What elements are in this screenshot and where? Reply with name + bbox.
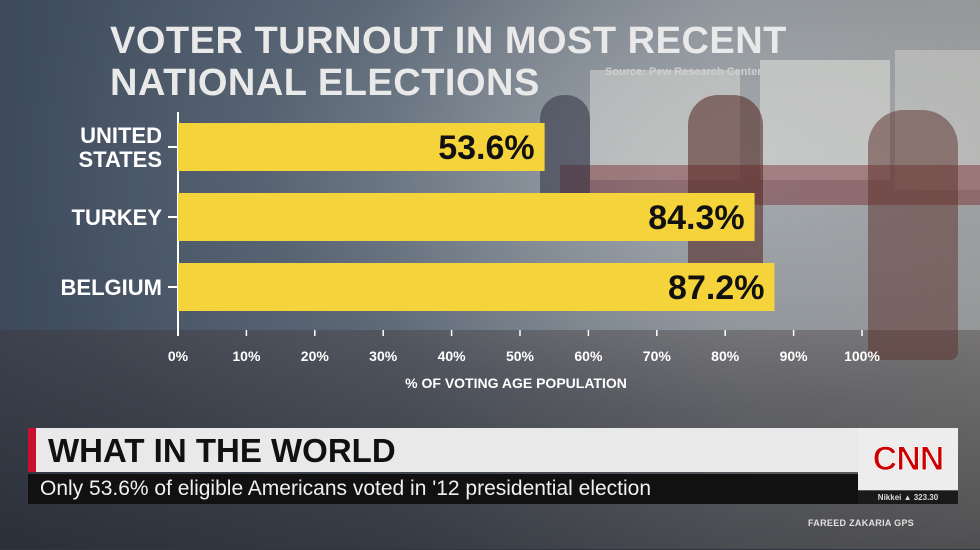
x-tick-label: 50% bbox=[506, 348, 535, 364]
bar bbox=[178, 123, 545, 171]
bar bbox=[178, 193, 755, 241]
chart-title: VOTER TURNOUT IN MOST RECENT NATIONAL EL… bbox=[110, 20, 787, 104]
lower-third: WHAT IN THE WORLD Only 53.6% of eligible… bbox=[28, 428, 858, 504]
data-label: 84.3% bbox=[648, 199, 744, 237]
x-tick-label: 90% bbox=[780, 348, 809, 364]
network-logo: CNN bbox=[858, 428, 958, 490]
x-tick-label: 40% bbox=[438, 348, 467, 364]
logo-text: CNN bbox=[872, 439, 945, 478]
category-label: UNITED bbox=[80, 123, 162, 148]
headline: WHAT IN THE WORLD bbox=[28, 428, 858, 472]
x-tick-label: 70% bbox=[643, 348, 672, 364]
category-label: TURKEY bbox=[72, 205, 163, 230]
category-label: BELGIUM bbox=[61, 275, 162, 300]
data-label: 87.2% bbox=[668, 269, 764, 307]
x-tick-label: 60% bbox=[574, 348, 603, 364]
x-tick-label: 80% bbox=[711, 348, 740, 364]
x-tick-label: 100% bbox=[844, 348, 880, 364]
data-label: 53.6% bbox=[438, 129, 534, 167]
person bbox=[868, 110, 958, 360]
x-tick-label: 30% bbox=[369, 348, 398, 364]
x-tick-label: 0% bbox=[168, 348, 189, 364]
show-name: FAREED ZAKARIA GPS bbox=[808, 518, 915, 528]
category-label: STATES bbox=[78, 147, 162, 172]
chart-source: Source: Pew Research Center bbox=[605, 66, 762, 78]
subheadline: Only 53.6% of eligible Americans voted i… bbox=[28, 474, 858, 504]
stock-ticker: Nikkei ▲ 323.30 bbox=[858, 491, 958, 504]
x-tick-label: 10% bbox=[232, 348, 261, 364]
bar bbox=[178, 263, 775, 311]
x-axis-label: % OF VOTING AGE POPULATION bbox=[405, 375, 627, 391]
x-tick-label: 20% bbox=[301, 348, 330, 364]
